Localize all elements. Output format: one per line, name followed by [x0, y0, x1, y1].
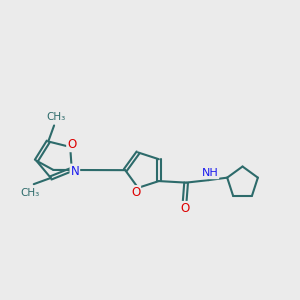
- Text: N: N: [70, 164, 79, 178]
- Text: CH₃: CH₃: [46, 112, 65, 122]
- Text: O: O: [131, 186, 140, 199]
- Text: NH: NH: [202, 168, 218, 178]
- Text: O: O: [180, 202, 189, 215]
- Text: CH₃: CH₃: [20, 188, 40, 198]
- Text: O: O: [67, 138, 76, 151]
